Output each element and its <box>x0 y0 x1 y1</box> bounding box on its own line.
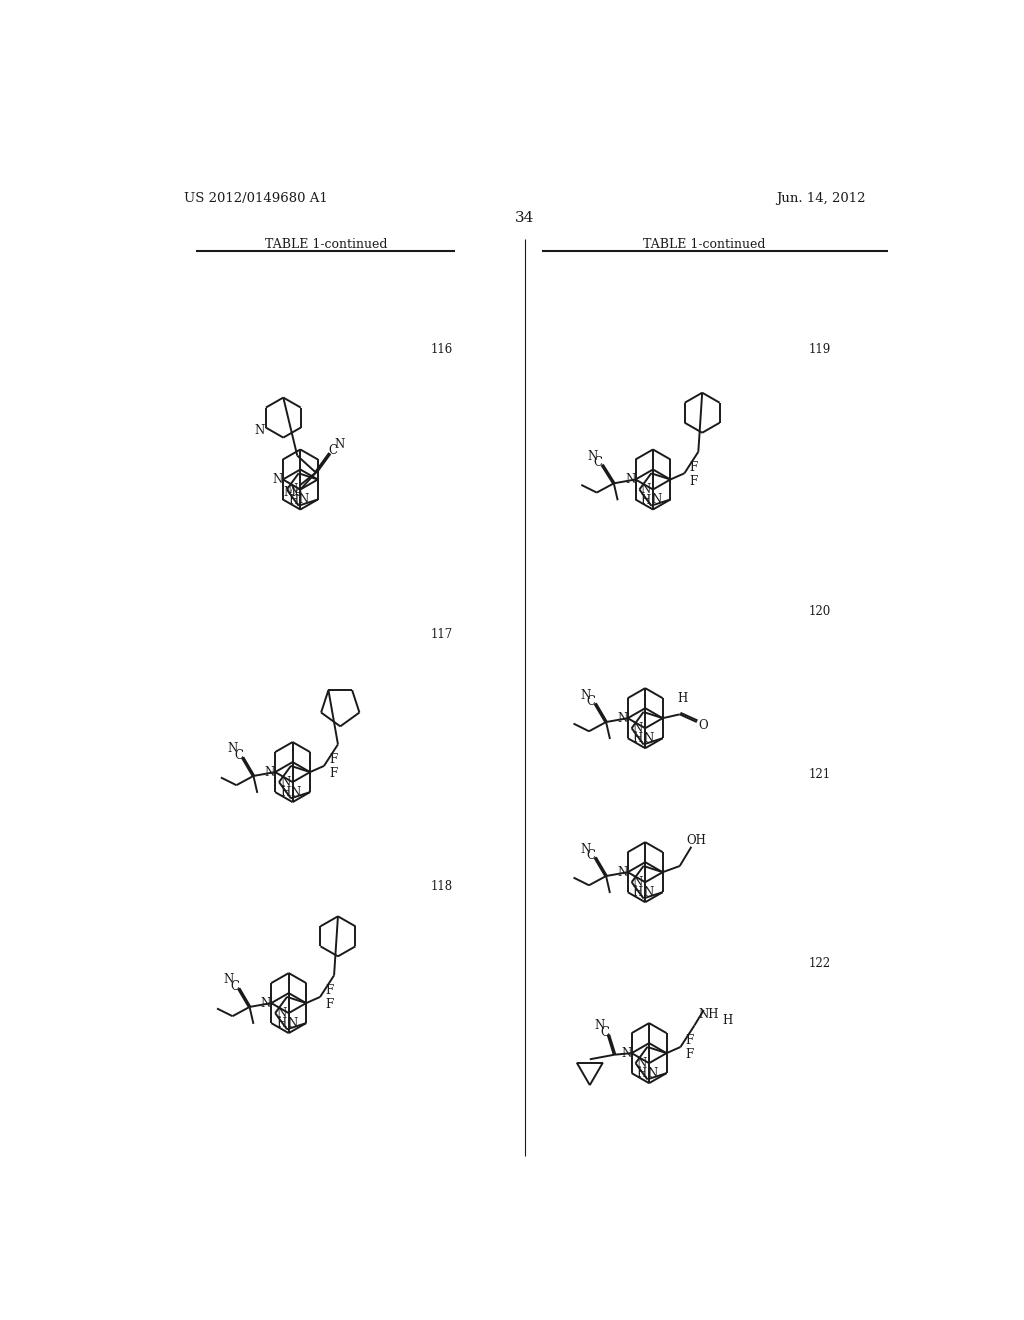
Text: H: H <box>633 887 643 899</box>
Text: N: N <box>580 842 590 855</box>
Text: N: N <box>622 1047 632 1060</box>
Text: H: H <box>640 494 650 507</box>
Text: N: N <box>580 689 590 702</box>
Text: N: N <box>633 875 643 888</box>
Text: N: N <box>255 424 265 437</box>
Text: F: F <box>686 1035 694 1047</box>
Text: N: N <box>651 494 662 506</box>
Text: N: N <box>299 494 309 506</box>
Text: 119: 119 <box>809 343 830 356</box>
Text: N: N <box>617 866 628 879</box>
Text: N: N <box>637 1056 647 1069</box>
Text: 116: 116 <box>430 343 453 356</box>
Text: F: F <box>689 461 697 474</box>
Text: F: F <box>326 998 334 1011</box>
Text: C: C <box>329 444 337 457</box>
Text: N: N <box>625 473 635 486</box>
Text: N: N <box>617 711 628 725</box>
Text: 118: 118 <box>430 879 453 892</box>
Text: TABLE 1-continued: TABLE 1-continued <box>265 238 388 251</box>
Text: H: H <box>637 1068 647 1081</box>
Text: F: F <box>689 474 697 487</box>
Text: N: N <box>334 437 344 450</box>
Text: Me: Me <box>283 486 302 499</box>
Text: 34: 34 <box>515 211 535 224</box>
Text: N: N <box>640 483 650 496</box>
Text: OH: OH <box>687 834 707 847</box>
Text: H: H <box>276 1018 287 1031</box>
Text: N: N <box>276 1007 287 1019</box>
Text: TABLE 1-continued: TABLE 1-continued <box>643 238 766 251</box>
Text: 117: 117 <box>430 628 453 640</box>
Text: F: F <box>329 754 338 767</box>
Text: F: F <box>326 985 334 998</box>
Text: O: O <box>698 718 708 731</box>
Text: H: H <box>633 733 643 746</box>
Text: NH: NH <box>698 1008 719 1022</box>
Text: 121: 121 <box>809 768 830 781</box>
Text: N: N <box>272 473 283 486</box>
Text: C: C <box>234 748 244 762</box>
Text: C: C <box>587 849 596 862</box>
Text: H: H <box>281 787 291 800</box>
Text: H: H <box>288 494 298 507</box>
Text: 122: 122 <box>809 957 830 970</box>
Text: C: C <box>230 979 240 993</box>
Text: N: N <box>643 731 653 744</box>
Text: N: N <box>261 997 271 1010</box>
Text: N: N <box>227 742 238 755</box>
Text: C: C <box>587 694 596 708</box>
Text: F: F <box>329 767 338 780</box>
Text: H: H <box>678 693 688 705</box>
Text: N: N <box>264 766 274 779</box>
Text: N: N <box>647 1067 657 1080</box>
Text: Jun. 14, 2012: Jun. 14, 2012 <box>776 191 866 205</box>
Text: N: N <box>633 722 643 735</box>
Text: 120: 120 <box>809 605 830 618</box>
Text: N: N <box>291 785 301 799</box>
Text: C: C <box>594 455 603 469</box>
Text: N: N <box>223 973 233 986</box>
Text: F: F <box>686 1048 694 1061</box>
Text: H: H <box>722 1014 732 1027</box>
Text: US 2012/0149680 A1: US 2012/0149680 A1 <box>183 191 328 205</box>
Text: N: N <box>587 450 597 463</box>
Text: N: N <box>287 1016 297 1030</box>
Text: N: N <box>594 1019 604 1032</box>
Text: C: C <box>600 1026 609 1039</box>
Text: N: N <box>643 886 653 899</box>
Text: N: N <box>281 776 291 788</box>
Text: N: N <box>288 483 298 496</box>
